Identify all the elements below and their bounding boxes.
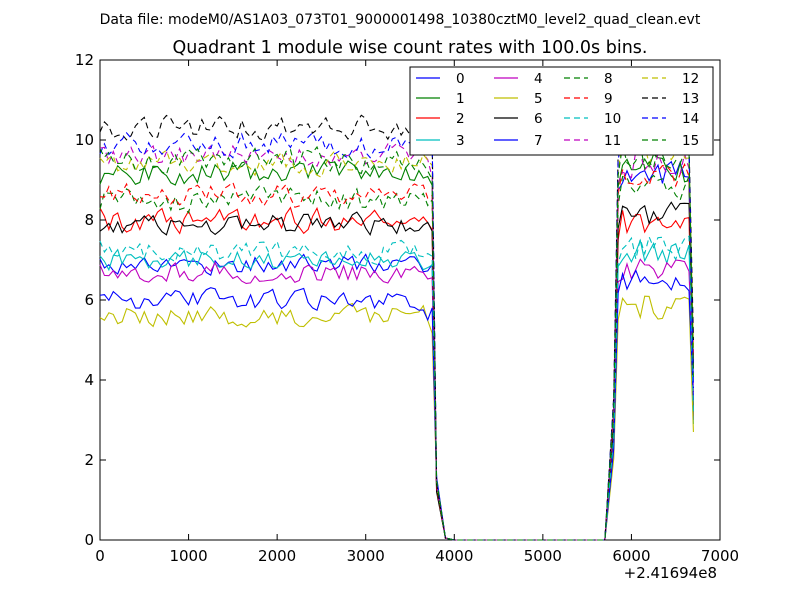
- series-line-10: [99, 235, 694, 541]
- legend-label-5: 5: [534, 91, 543, 107]
- series-line-11: [99, 142, 694, 541]
- y-tick-label-4: 4: [84, 371, 94, 389]
- series-line-6: [99, 201, 694, 541]
- y-tick-label-6: 6: [84, 291, 94, 309]
- series-line-3: [99, 238, 694, 541]
- legend-label-13: 13: [682, 91, 699, 107]
- legend-label-11: 11: [604, 133, 621, 149]
- legend-label-2: 2: [456, 111, 465, 127]
- x-tick-label-0: 0: [95, 547, 105, 565]
- legend-label-4: 4: [534, 71, 543, 87]
- legend-label-14: 14: [682, 111, 699, 127]
- legend-label-12: 12: [682, 71, 699, 87]
- chart-title: Quadrant 1 module wise count rates with …: [173, 38, 648, 58]
- legend-label-3: 3: [456, 133, 465, 149]
- x-tick-label-7000: 7000: [701, 547, 739, 565]
- x-tick-label-4000: 4000: [435, 547, 473, 565]
- x-tick-label-3000: 3000: [347, 547, 385, 565]
- series-line-8: [99, 174, 694, 541]
- y-tick-label-0: 0: [84, 531, 94, 549]
- x-tick-label-6000: 6000: [612, 547, 650, 565]
- x-axis-offset-label: +2.41694e8: [624, 564, 717, 582]
- legend-label-6: 6: [534, 111, 543, 127]
- y-tick-label-10: 10: [75, 131, 94, 149]
- y-tick-label-2: 2: [84, 451, 94, 469]
- legend-label-0: 0: [456, 71, 465, 87]
- series-line-7: [99, 269, 694, 541]
- series-line-9: [99, 162, 694, 541]
- y-tick-label-12: 12: [75, 51, 94, 69]
- legend-label-8: 8: [604, 71, 613, 87]
- series-layer: [99, 114, 694, 541]
- x-axis-ticks: 0 1000 2000 3000 4000 5000 6000 7000: [95, 60, 739, 565]
- series-line-5: [99, 295, 694, 541]
- y-tick-label-8: 8: [84, 211, 94, 229]
- x-tick-label-5000: 5000: [524, 547, 562, 565]
- legend-label-1: 1: [456, 91, 465, 107]
- figure-suptitle: Data file: modeM0/AS1A03_073T01_90000014…: [100, 12, 701, 28]
- legend-label-10: 10: [604, 111, 621, 127]
- x-tick-label-2000: 2000: [258, 547, 296, 565]
- legend-label-9: 9: [604, 91, 613, 107]
- series-line-12: [99, 136, 694, 541]
- legend-label-15: 15: [682, 133, 699, 149]
- legend-label-7: 7: [534, 133, 543, 149]
- x-tick-label-1000: 1000: [169, 547, 207, 565]
